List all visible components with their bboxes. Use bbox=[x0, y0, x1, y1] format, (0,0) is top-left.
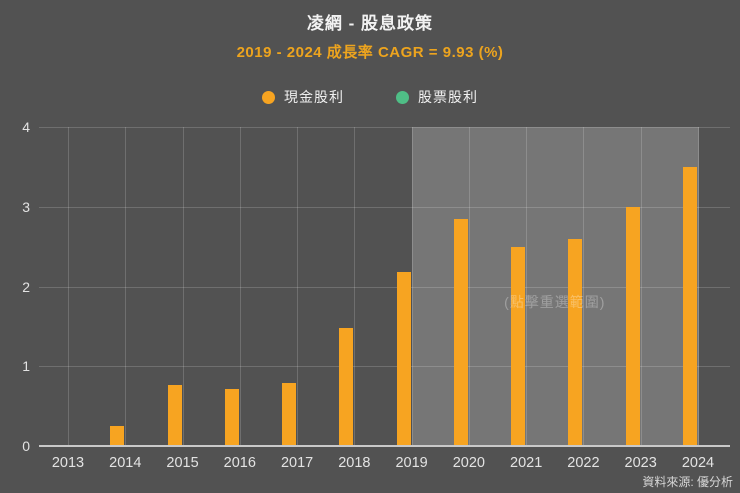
legend: 現金股利 股票股利 bbox=[0, 87, 740, 107]
x-gridline bbox=[297, 127, 299, 446]
x-gridline bbox=[640, 127, 642, 446]
y-gridline bbox=[39, 127, 730, 128]
legend-label: 股票股利 bbox=[418, 89, 478, 105]
x-axis-tick-label: 2018 bbox=[338, 455, 371, 471]
x-gridline bbox=[239, 127, 241, 446]
y-axis-tick-label: 4 bbox=[22, 119, 30, 135]
stock-dividend-dot-icon bbox=[396, 90, 409, 104]
y-gridline bbox=[39, 286, 730, 288]
x-axis-tick-label: 2022 bbox=[567, 455, 600, 471]
x-axis-tick-label: 2014 bbox=[109, 455, 142, 471]
y-gridline bbox=[39, 206, 730, 208]
x-gridline bbox=[526, 127, 528, 446]
dividend-bar-2018[interactable] bbox=[339, 327, 354, 446]
x-gridline bbox=[697, 127, 699, 446]
x-axis-tick-label: 2017 bbox=[280, 455, 314, 471]
x-gridline bbox=[583, 127, 585, 446]
x-gridline bbox=[411, 127, 413, 446]
dividend-bar-2014[interactable] bbox=[110, 426, 125, 446]
x-axis-tick-label: 2013 bbox=[51, 455, 85, 471]
legend-item-cash-dividend[interactable]: 現金股利 bbox=[262, 87, 344, 107]
legend-item-stock-dividend[interactable]: 股票股利 bbox=[396, 87, 478, 107]
cash-dividend-dot-icon bbox=[262, 90, 275, 104]
dividend-bar-2016[interactable] bbox=[224, 388, 239, 446]
x-gridline bbox=[125, 127, 127, 446]
y-axis-tick-label: 0 bbox=[22, 438, 30, 454]
y-gridline bbox=[39, 366, 730, 368]
y-axis-tick-label: 1 bbox=[22, 358, 30, 375]
data-source-label: 資料來源: 優分析 bbox=[642, 475, 733, 489]
x-axis-line bbox=[39, 445, 730, 447]
legend-label: 現金股利 bbox=[284, 89, 344, 105]
chart-title: 凌網 - 股息政策 bbox=[306, 14, 434, 33]
x-gridline bbox=[354, 127, 356, 446]
dividend-bar-2017[interactable] bbox=[282, 382, 297, 446]
x-gridline bbox=[182, 127, 184, 446]
chart-subtitle: 2019 - 2024 成長率 CAGR = 9.93 (%) bbox=[236, 44, 504, 61]
x-gridline bbox=[468, 127, 470, 446]
y-axis-tick-label: 3 bbox=[22, 198, 30, 215]
dividend-bar-2023[interactable] bbox=[625, 206, 640, 446]
x-axis-tick-label: 2023 bbox=[624, 455, 657, 471]
x-axis-tick-label: 2021 bbox=[510, 455, 543, 471]
x-axis-tick-label: 2024 bbox=[681, 455, 715, 471]
y-axis-tick-label: 2 bbox=[22, 278, 30, 295]
x-axis-tick-label: 2015 bbox=[166, 455, 199, 471]
x-axis-tick-label: 2016 bbox=[223, 455, 256, 471]
reselect-range-watermark: (點擊重選範圍) bbox=[504, 294, 606, 310]
x-gridline bbox=[68, 127, 69, 446]
dividend-bar-2021[interactable] bbox=[511, 246, 526, 446]
dividend-bar-2022[interactable] bbox=[568, 238, 583, 446]
dividend-bar-2020[interactable] bbox=[453, 218, 468, 446]
dividend-bar-2019[interactable] bbox=[396, 272, 411, 446]
dividend-bar-2024[interactable] bbox=[682, 166, 697, 446]
dividend-bar-2015[interactable] bbox=[167, 385, 182, 446]
x-axis-tick-label: 2019 bbox=[395, 455, 428, 471]
x-axis-tick-label: 2020 bbox=[452, 455, 485, 471]
